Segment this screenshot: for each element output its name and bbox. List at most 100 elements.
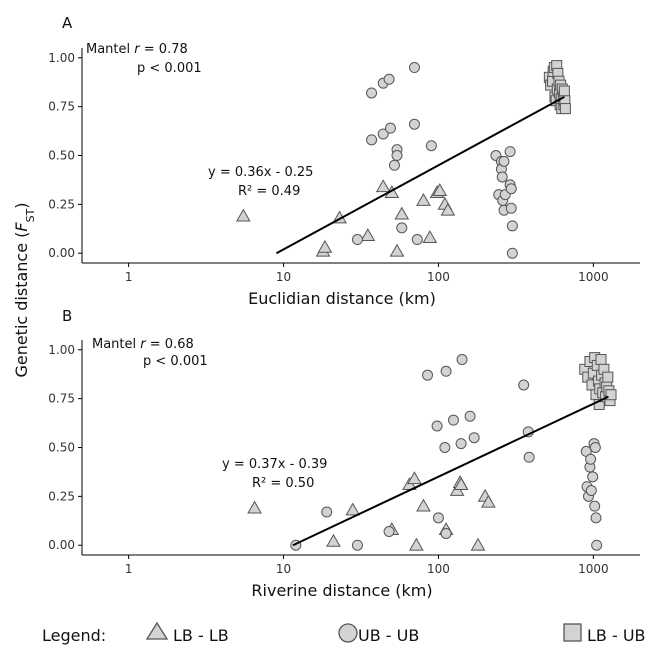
panel-a-x-tick-label: 1000 xyxy=(578,270,609,284)
panel-a-point-lb-lb xyxy=(416,192,431,206)
panel-b-point-ub-ub xyxy=(439,442,451,453)
panel-a-point-ub-ub xyxy=(384,122,396,134)
mantel-p-b: p < 0.001 xyxy=(143,354,208,369)
panel-b-point-lb-ub xyxy=(602,371,614,383)
panel-b-point-lb-lb xyxy=(407,471,422,485)
legend-title: Legend: xyxy=(42,626,106,645)
legend-triangle-icon xyxy=(145,621,169,640)
panel-b-point-ub-ub xyxy=(432,512,444,524)
panel-b-point-lb-ub xyxy=(605,389,617,401)
legend-item-ub-ub: UB - UB xyxy=(358,626,419,645)
panel-a-point-ub-ub xyxy=(504,146,516,158)
panel-a-plot: 0.00 0.25 0.50 0.75 1.00 1 10 100 1000 xyxy=(48,48,640,284)
panel-a-point-lb-ub xyxy=(558,85,570,97)
panel-a-point-ub-ub xyxy=(366,87,378,99)
r-squared-b: R² = 0.50 xyxy=(252,476,314,491)
panel-b-point-ub-ub xyxy=(591,539,603,551)
panel-a-point-lb-lb xyxy=(360,228,376,242)
panel-a-point-ub-ub xyxy=(377,128,389,140)
panel-a: A 0.00 0.25 0.50 0.75 1.00 1 10 100 1000 Mantel … xyxy=(48,14,640,308)
panel-a-point-ub-ub xyxy=(425,140,437,152)
panel-a-y-tick-label: 0.75 xyxy=(48,100,75,114)
panel-b-point-ub-ub xyxy=(456,354,468,366)
panel-a-y-tick-label: 0.25 xyxy=(48,197,75,211)
legend-square-icon xyxy=(563,623,582,642)
panel-b-x-tick-label: 100 xyxy=(427,562,450,576)
panel-b-point-ub-ub xyxy=(440,528,452,539)
panel-b-y-tick-label: 0.25 xyxy=(48,489,75,503)
panel-a-point-lb-lb xyxy=(235,208,251,222)
panel-a-point-lb-ub xyxy=(559,103,571,115)
panel-a-point-lb-lb xyxy=(422,230,438,243)
panel-a-x-tick-label: 1 xyxy=(125,270,133,284)
panel-b-point-ub-ub xyxy=(431,420,443,432)
panel-b-point-lb-lb xyxy=(326,533,341,547)
panel-b-point-ub-ub xyxy=(518,379,530,391)
panel-b-point-lb-lb xyxy=(453,477,469,491)
panel-b-point-lb-lb xyxy=(345,502,361,516)
panel-a-point-ub-ub xyxy=(408,62,420,74)
panel-letter-a: A xyxy=(62,14,73,32)
panel-a-point-ub-ub xyxy=(351,234,363,246)
panel-b-point-ub-ub xyxy=(440,365,452,377)
panel-b-point-lb-lb xyxy=(416,498,431,512)
panel-b-point-ub-ub xyxy=(383,526,395,538)
panel-b-point-ub-ub xyxy=(590,512,602,524)
panel-b-y-tick-label: 0.75 xyxy=(48,392,75,406)
panel-b-point-ub-ub xyxy=(321,506,333,518)
panel-b-regression-line xyxy=(292,395,609,547)
panel-b-y-tick-label: 0.00 xyxy=(48,538,75,552)
panel-a-y-tick-label: 0.00 xyxy=(48,246,75,260)
panel-b-point-ub-ub xyxy=(422,369,434,381)
panel-a-point-ub-ub xyxy=(396,222,408,234)
panel-b-point-lb-lb xyxy=(470,537,486,551)
panel-a-x-tick-label: 10 xyxy=(276,270,291,284)
panel-a-x-tick-label: 100 xyxy=(427,270,450,284)
panel-b: B 0.00 0.25 0.50 0.75 1.00 1 10 100 1000 Mantel … xyxy=(48,307,640,600)
r-squared-a: R² = 0.49 xyxy=(238,184,300,199)
panel-b-point-ub-ub xyxy=(468,432,480,444)
equation-b: y = 0.37x - 0.39 xyxy=(222,457,327,472)
panel-b-point-lb-ub xyxy=(595,354,607,366)
panel-b-point-ub-ub xyxy=(587,471,599,483)
panel-a-point-ub-ub xyxy=(505,202,517,214)
panel-a-point-ub-ub xyxy=(411,234,423,246)
panel-a-point-ub-ub xyxy=(505,183,517,195)
panel-a-point-lb-lb xyxy=(440,202,456,216)
panel-b-point-ub-ub xyxy=(464,410,476,422)
panel-a-point-lb-lb xyxy=(432,183,448,197)
panel-b-point-ub-ub xyxy=(585,453,597,465)
panel-b-point-lb-ub xyxy=(593,399,605,410)
equation-a: y = 0.36x - 0.25 xyxy=(208,165,313,180)
panel-a-point-lb-lb xyxy=(394,206,410,220)
panel-b-x-tick-label: 1000 xyxy=(578,562,609,576)
panel-b-point-ub-ub xyxy=(447,414,459,426)
panel-a-point-ub-ub xyxy=(496,171,508,183)
panel-b-point-lb-lb xyxy=(247,500,262,514)
mantel-p-a: p < 0.001 xyxy=(137,61,202,76)
legend: Legend: LB - LB UB - UB LB - UB xyxy=(42,621,646,645)
panel-b-plot: 0.00 0.25 0.50 0.75 1.00 1 10 100 1000 xyxy=(48,340,640,576)
panel-a-point-ub-ub xyxy=(506,247,518,259)
panel-a-point-ub-ub xyxy=(388,159,400,171)
panel-b-x-tick-label: 10 xyxy=(276,562,291,576)
panel-a-point-ub-ub xyxy=(408,118,420,130)
panel-b-point-lb-lb xyxy=(481,494,496,508)
y-axis-title: Genetic distance (FST) xyxy=(12,202,37,377)
panel-a-point-ub-ub xyxy=(498,155,510,167)
panel-b-point-ub-ub xyxy=(523,451,535,463)
panel-b-point-ub-ub xyxy=(589,500,601,512)
mantel-label-a: Mantel r = 0.78 xyxy=(86,42,188,57)
panel-a-point-ub-ub xyxy=(391,150,403,161)
panel-a-y-tick-label: 0.50 xyxy=(48,149,75,163)
panel-b-point-ub-ub xyxy=(351,539,363,551)
panel-b-point-ub-ub xyxy=(455,438,467,450)
panel-b-y-tick-label: 0.50 xyxy=(48,441,75,455)
legend-circle-icon xyxy=(338,623,358,643)
panel-a-point-ub-ub xyxy=(506,220,518,232)
panel-letter-b: B xyxy=(62,307,72,325)
panel-a-point-ub-ub xyxy=(383,73,395,85)
x-axis-title-b: Riverine distance (km) xyxy=(251,581,432,600)
panel-b-point-ub-ub xyxy=(589,442,601,453)
